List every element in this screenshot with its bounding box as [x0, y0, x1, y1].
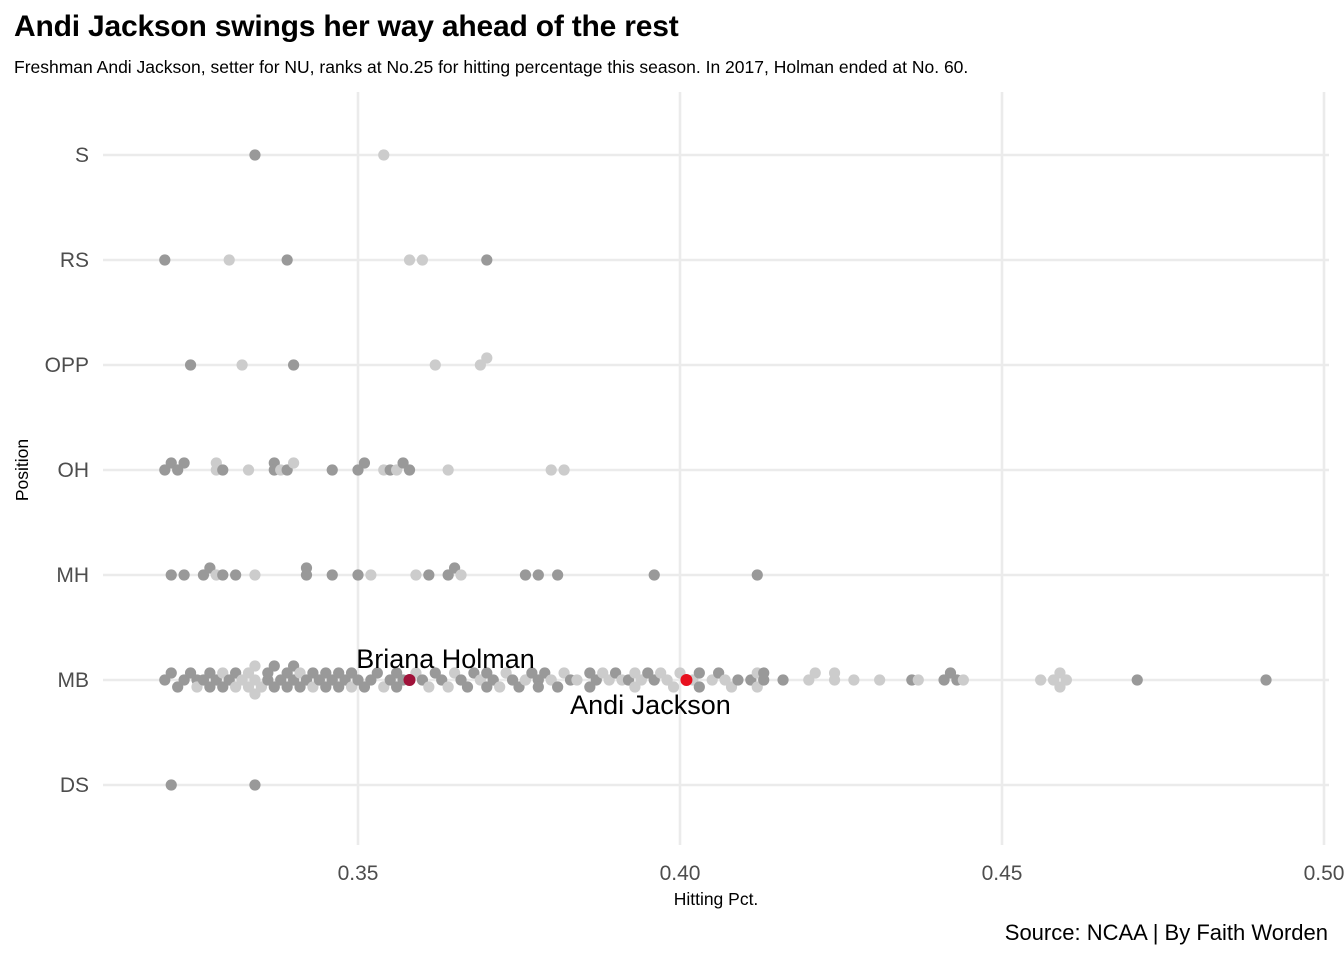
data-point — [352, 569, 364, 581]
data-point — [809, 667, 821, 679]
data-point — [281, 254, 293, 266]
data-point — [558, 464, 570, 476]
data-point — [300, 569, 313, 581]
data-point — [693, 681, 705, 693]
y-tick-label: OH — [58, 459, 90, 482]
y-tick-label: OPP — [45, 354, 89, 377]
data-point — [1035, 674, 1047, 686]
data-point — [165, 779, 177, 791]
data-point — [481, 352, 493, 364]
data-point — [912, 674, 924, 686]
jackson-point — [680, 674, 693, 686]
data-point — [159, 254, 171, 266]
y-tick-label: RS — [60, 249, 89, 272]
data-point — [326, 464, 338, 476]
x-tick-label: 0.35 — [338, 862, 379, 885]
data-point — [403, 254, 416, 266]
data-point — [532, 681, 544, 693]
data-point — [442, 681, 454, 693]
data-point — [957, 674, 969, 686]
data-point — [365, 569, 377, 581]
data-point — [848, 674, 860, 686]
data-point — [217, 569, 229, 581]
data-point — [268, 660, 280, 672]
data-point — [249, 569, 261, 581]
data-point — [165, 667, 177, 679]
y-tick-label: MH — [56, 564, 89, 587]
data-point — [288, 457, 300, 469]
data-point — [874, 674, 886, 686]
data-point — [217, 464, 229, 476]
chart-title: Andi Jackson swings her way ahead of the… — [14, 10, 679, 43]
data-point — [552, 569, 564, 581]
data-point — [223, 254, 235, 266]
data-point — [519, 569, 532, 581]
data-point — [184, 359, 197, 371]
data-point — [455, 569, 467, 581]
data-point — [758, 667, 770, 679]
data-point — [378, 149, 390, 161]
data-point — [371, 667, 383, 679]
y-tick-label: DS — [60, 774, 89, 797]
data-point — [236, 359, 248, 371]
data-point — [552, 681, 564, 693]
data-point — [403, 464, 416, 476]
data-point — [828, 667, 841, 679]
data-point — [429, 359, 441, 371]
data-point — [442, 464, 454, 476]
data-point — [230, 569, 242, 581]
data-point — [461, 681, 474, 693]
data-point — [571, 674, 583, 686]
data-point — [288, 359, 300, 371]
x-tick-label: 0.45 — [982, 862, 1023, 885]
data-point — [751, 569, 763, 581]
data-point — [178, 457, 190, 469]
data-point — [481, 254, 493, 266]
data-point — [693, 667, 705, 679]
data-point — [358, 457, 371, 469]
x-tick-label: 0.50 — [1304, 862, 1344, 885]
data-point — [532, 569, 544, 581]
holman-point — [403, 674, 416, 686]
data-point — [249, 149, 261, 161]
data-point — [494, 681, 506, 693]
data-point — [249, 660, 261, 672]
chart-subtitle: Freshman Andi Jackson, setter for NU, ra… — [14, 57, 969, 77]
x-tick-label: 0.40 — [660, 862, 701, 885]
data-point — [249, 779, 261, 791]
data-point — [648, 569, 660, 581]
data-point — [178, 569, 190, 581]
data-point — [732, 674, 744, 686]
y-tick-label: S — [75, 144, 89, 167]
data-point — [416, 254, 428, 266]
data-point — [423, 681, 435, 693]
data-point — [423, 569, 435, 581]
data-point — [1260, 674, 1272, 686]
y-axis-title: Position — [12, 439, 32, 501]
data-point — [667, 681, 680, 693]
x-axis-title: Hitting Pct. — [674, 889, 759, 909]
holman-label: Briana Holman — [356, 644, 535, 674]
y-tick-label: MB — [58, 669, 90, 692]
chart-caption: Source: NCAA | By Faith Worden — [1004, 920, 1328, 945]
data-point — [777, 674, 789, 686]
data-point — [242, 464, 255, 476]
data-point — [1060, 674, 1072, 686]
data-point — [326, 569, 338, 581]
data-point — [410, 569, 422, 581]
data-point — [165, 569, 177, 581]
data-point — [545, 464, 557, 476]
data-point — [1131, 674, 1143, 686]
jackson-label: Andi Jackson — [570, 690, 731, 720]
